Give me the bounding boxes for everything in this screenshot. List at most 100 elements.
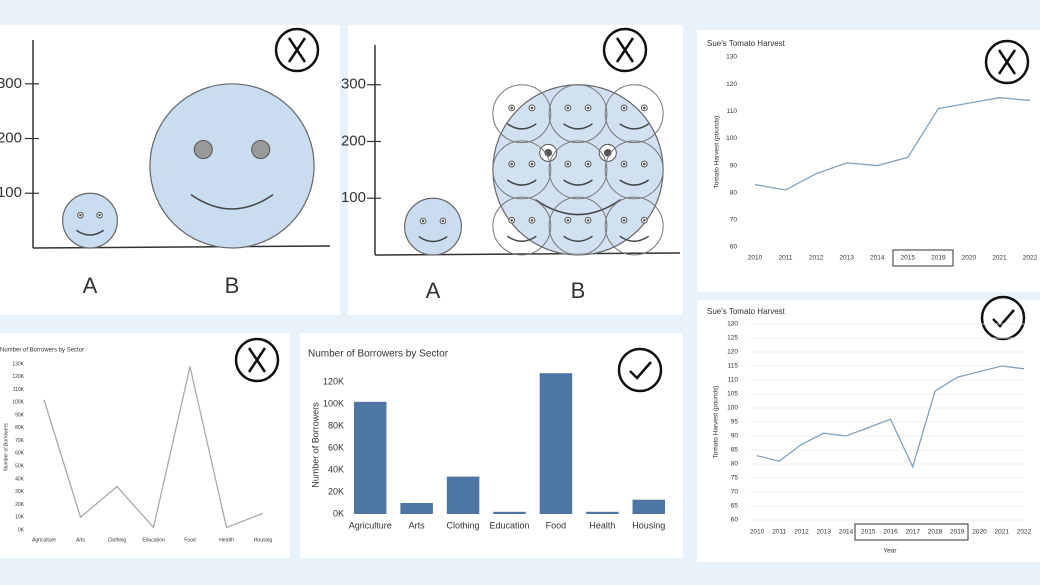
y-axis-label: Number of Borrowers: [310, 402, 320, 488]
y-tick-label: 70: [731, 489, 739, 496]
x-tick-label: 2015: [901, 255, 916, 262]
y-tick-label: 130K: [12, 361, 24, 367]
x-icon: [234, 337, 280, 383]
pupil: [586, 218, 590, 222]
y-tick-label: 200: [341, 132, 366, 149]
tile: [604, 196, 664, 256]
x-tick-label: 2013: [839, 255, 854, 262]
y-tick-label: 0K: [333, 508, 344, 518]
pupil: [79, 213, 82, 217]
tile: [492, 140, 552, 200]
smile: [563, 123, 593, 130]
x-tick-label: A: [426, 278, 441, 303]
pupil: [586, 162, 590, 166]
x-tick-label: 2021: [995, 529, 1010, 536]
y-tick-label: 10K: [15, 515, 25, 521]
smile: [506, 179, 537, 186]
x-tick-label: Education: [489, 520, 529, 530]
y-tick-label: 130: [727, 321, 738, 328]
y-tick-label: 125: [727, 335, 738, 342]
eye: [251, 139, 271, 160]
x-tick-label: Clothing: [447, 520, 480, 530]
pupil: [566, 162, 570, 166]
x-tick-label: 2013: [817, 529, 832, 536]
pupil: [622, 106, 626, 110]
bubble: [404, 197, 462, 256]
y-tick-label: 70K: [15, 438, 25, 444]
chart-title: Sue's Tomato Harvest: [707, 307, 786, 316]
tile: [548, 84, 608, 144]
x-tick-label: 2014: [870, 255, 885, 262]
y-tick-label: 90: [730, 162, 738, 169]
y-axis-label: Number of Borrowers: [3, 423, 9, 471]
line: [43, 366, 264, 529]
line: [754, 97, 1031, 191]
x-tick-label: 2018: [928, 529, 943, 536]
y-tick-label: 100: [726, 135, 737, 142]
pupil: [98, 213, 101, 217]
smile: [619, 179, 650, 186]
panel: [697, 300, 1040, 562]
icons: [234, 27, 1030, 393]
pupil: [643, 162, 646, 166]
x-tick-label: 2011: [772, 529, 786, 536]
smile: [418, 235, 448, 243]
y-tick-label: 20K: [15, 502, 25, 508]
y-tick-label: 40K: [15, 476, 25, 482]
y-tick-label: 40K: [328, 464, 344, 474]
x-tick-label: Agriculture: [349, 520, 392, 530]
tile: [548, 196, 608, 256]
x-tick-label: Housing: [254, 537, 273, 543]
y-tick-label: 100: [727, 405, 738, 412]
highlight-box: [892, 249, 954, 267]
x-tick-label: Food: [184, 537, 196, 543]
y-tick-label: 60K: [328, 442, 344, 452]
bar: [632, 499, 666, 514]
tile: [492, 196, 552, 256]
x-tick-label: 2016: [883, 529, 898, 536]
panel: [0, 333, 290, 558]
bar: [446, 476, 480, 514]
y-tick-label: 50K: [15, 463, 25, 469]
tile: [604, 140, 664, 200]
x-tick-label: 2022: [1017, 529, 1032, 536]
y-tick-label: 65: [731, 503, 739, 510]
check-icon: [980, 295, 1026, 341]
pupil: [510, 218, 513, 222]
y-tick-label: 80: [731, 461, 739, 468]
y-axis-label: Tomato Harvest (pounds): [713, 386, 720, 459]
y-tick-label: 80K: [328, 420, 344, 430]
tile: [604, 84, 664, 144]
x-tick-label: B: [225, 273, 240, 298]
x-tick-label: 2011: [779, 255, 793, 262]
line: [756, 365, 1025, 469]
x-icon: [984, 39, 1030, 85]
y-tick-label: 95: [731, 419, 739, 426]
bar: [400, 503, 433, 514]
pupil: [421, 219, 425, 223]
x-tick-label: Health: [219, 537, 234, 543]
y-tick-label: 75: [731, 475, 739, 482]
bubble: [149, 83, 315, 249]
x-tick-label: 2014: [839, 529, 854, 536]
pupil: [643, 106, 646, 110]
y-axis-label: Tomato Harvest (pounds): [714, 116, 721, 189]
pupil: [441, 219, 445, 223]
highlight-box: [854, 523, 969, 541]
pupil: [566, 218, 570, 222]
pupil: [510, 106, 513, 110]
tile: [548, 140, 608, 200]
x-tick-label: Health: [589, 520, 615, 530]
smile: [563, 235, 593, 242]
x-tick-label: 2010: [748, 255, 763, 262]
y-tick-label: 60: [730, 244, 738, 251]
x-tick-label: Education: [142, 537, 164, 543]
y-tick-label: 110K: [13, 387, 25, 393]
y-tick-label: 300: [341, 76, 366, 93]
bar: [539, 373, 573, 514]
y-tick-label: 110: [728, 377, 739, 384]
x-tick-label: 2019: [931, 255, 946, 262]
y-tick-label: 200: [0, 129, 22, 146]
y-tick-label: 120K: [323, 376, 344, 386]
